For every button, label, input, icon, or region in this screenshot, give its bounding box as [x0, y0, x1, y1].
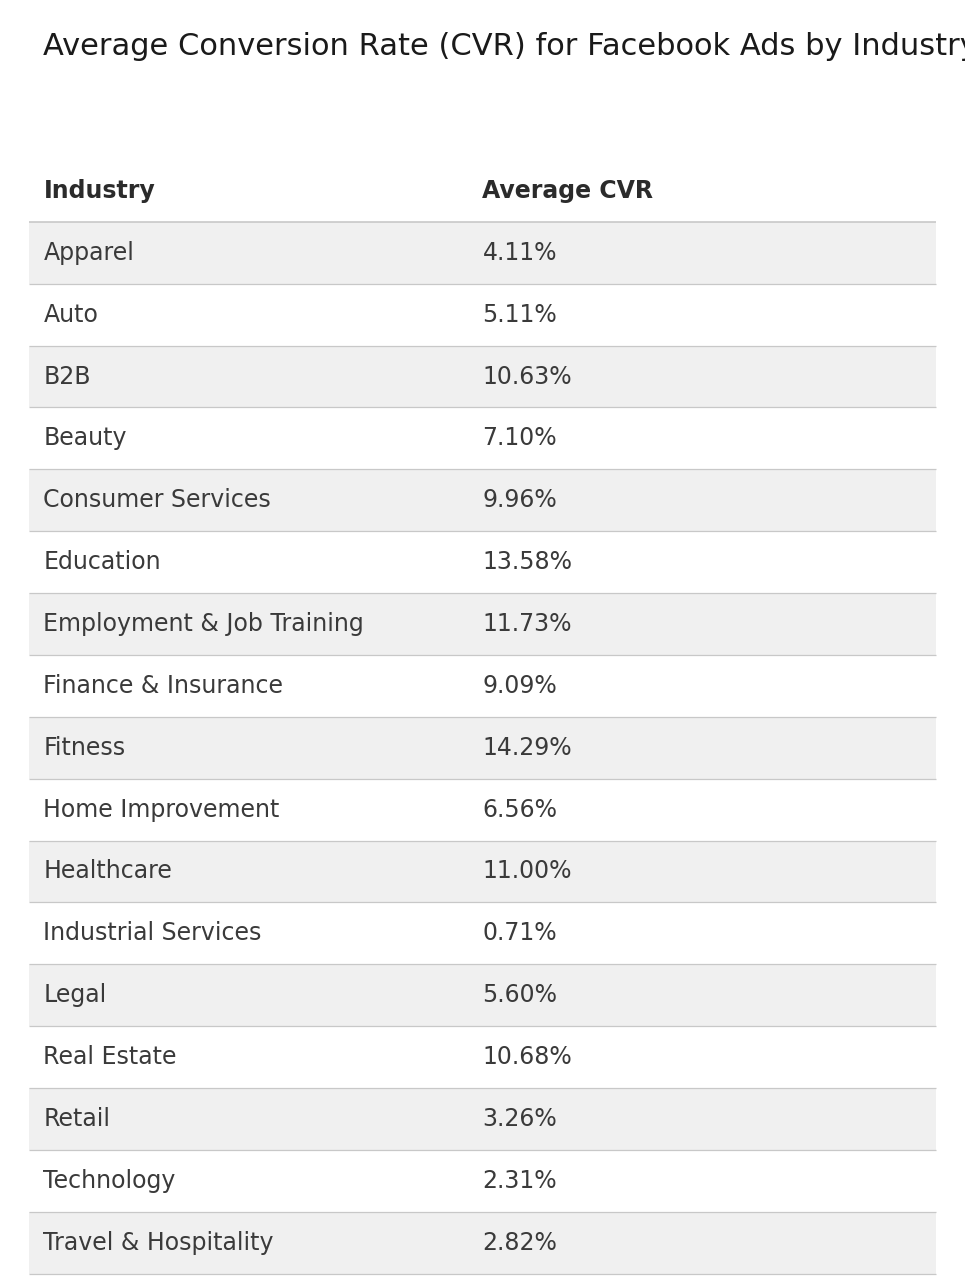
Bar: [29, 1088, 936, 1149]
Text: Auto: Auto: [43, 302, 98, 326]
Bar: [29, 964, 936, 1027]
Bar: [29, 655, 936, 717]
Text: 6.56%: 6.56%: [482, 797, 558, 822]
Text: 5.11%: 5.11%: [482, 302, 557, 326]
Text: Travel & Hospitality: Travel & Hospitality: [43, 1230, 274, 1254]
Bar: [29, 346, 936, 407]
Text: 2.31%: 2.31%: [482, 1169, 557, 1193]
Bar: [29, 1212, 936, 1274]
Text: Education: Education: [43, 550, 161, 575]
Bar: [29, 470, 936, 531]
Text: Beauty: Beauty: [43, 426, 127, 451]
Text: Real Estate: Real Estate: [43, 1044, 177, 1069]
Bar: [29, 221, 936, 284]
Text: Fitness: Fitness: [43, 736, 125, 760]
Text: Industrial Services: Industrial Services: [43, 922, 262, 946]
Text: 13.58%: 13.58%: [482, 550, 572, 575]
Text: 14.29%: 14.29%: [482, 736, 572, 760]
Text: 11.73%: 11.73%: [482, 612, 572, 636]
Text: Healthcare: Healthcare: [43, 859, 173, 883]
Bar: [29, 284, 936, 346]
Text: B2B: B2B: [43, 365, 91, 389]
Text: Legal: Legal: [43, 983, 107, 1007]
Bar: [29, 902, 936, 964]
Text: Technology: Technology: [43, 1169, 176, 1193]
Text: 10.63%: 10.63%: [482, 365, 572, 389]
Text: 10.68%: 10.68%: [482, 1044, 572, 1069]
Text: 7.10%: 7.10%: [482, 426, 557, 451]
Text: 9.96%: 9.96%: [482, 488, 557, 512]
Text: Apparel: Apparel: [43, 241, 134, 265]
Text: 0.71%: 0.71%: [482, 922, 557, 946]
Text: 11.00%: 11.00%: [482, 859, 572, 883]
Bar: [29, 407, 936, 470]
Text: Employment & Job Training: Employment & Job Training: [43, 612, 364, 636]
Text: Finance & Insurance: Finance & Insurance: [43, 673, 284, 698]
Bar: [29, 717, 936, 778]
Bar: [29, 841, 936, 902]
Bar: [29, 593, 936, 655]
Text: Average CVR: Average CVR: [482, 179, 653, 204]
Bar: [29, 531, 936, 593]
Text: 4.11%: 4.11%: [482, 241, 557, 265]
Text: 9.09%: 9.09%: [482, 673, 557, 698]
Text: 5.60%: 5.60%: [482, 983, 558, 1007]
Text: 3.26%: 3.26%: [482, 1107, 557, 1132]
Bar: [29, 1149, 936, 1212]
Text: Consumer Services: Consumer Services: [43, 488, 271, 512]
Text: Home Improvement: Home Improvement: [43, 797, 280, 822]
Text: Retail: Retail: [43, 1107, 110, 1132]
Bar: [29, 1027, 936, 1088]
Text: Industry: Industry: [43, 179, 155, 204]
Text: Average Conversion Rate (CVR) for Facebook Ads by Industry: Average Conversion Rate (CVR) for Facebo…: [43, 32, 965, 61]
Text: 2.82%: 2.82%: [482, 1230, 558, 1254]
Bar: [29, 778, 936, 841]
